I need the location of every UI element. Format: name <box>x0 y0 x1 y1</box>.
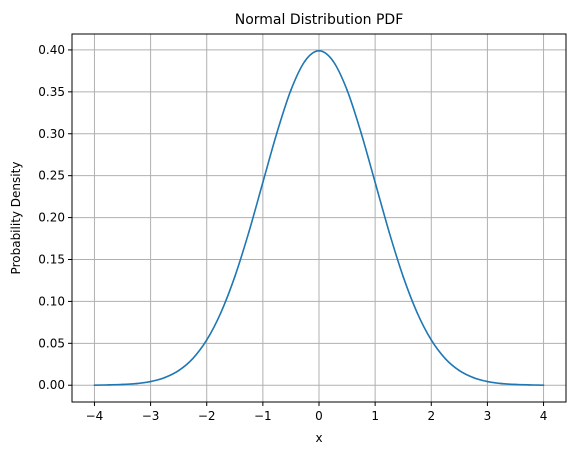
curve-point <box>444 357 447 360</box>
y-tick-label: 0.05 <box>38 336 65 350</box>
curve-point <box>374 181 376 184</box>
y-tick-label: 0.15 <box>38 252 65 266</box>
x-tick-label: −2 <box>198 409 216 423</box>
y-tick-label: 0.40 <box>38 43 65 57</box>
curve-point <box>191 357 194 360</box>
y-tick-label: 0.10 <box>38 294 65 308</box>
x-tick-label: −4 <box>86 409 104 423</box>
y-ticks: 0.00 0.05 0.10 0.15 0.20 0.25 0.30 0.35 0.40 <box>38 43 72 392</box>
curve-point <box>500 382 503 385</box>
x-tick-label: 2 <box>427 409 435 423</box>
curve-point <box>472 376 475 379</box>
y-tick-label: 0.00 <box>38 378 65 392</box>
curve-point <box>360 132 362 134</box>
curve-point <box>262 181 264 184</box>
x-ticks: −4 −3 −2 −1 0 1 2 3 4 <box>86 402 548 423</box>
curve-point <box>107 384 110 386</box>
x-tick-label: −3 <box>142 409 160 423</box>
y-axis-label: Probability Density <box>9 162 23 275</box>
curve-point <box>486 380 489 383</box>
curve-point <box>163 376 166 379</box>
x-tick-label: 0 <box>315 409 323 423</box>
curve-point <box>542 384 545 386</box>
curve-point <box>149 380 152 383</box>
chart-title: Normal Distribution PDF <box>235 12 404 28</box>
curve-point <box>177 369 180 372</box>
curve-point <box>121 383 124 386</box>
plot-series <box>93 50 545 386</box>
x-tick-label: 1 <box>371 409 379 423</box>
curve-point <box>135 382 138 385</box>
curve-point <box>93 384 96 386</box>
x-tick-label: 4 <box>540 409 548 423</box>
y-tick-label: 0.20 <box>38 211 65 225</box>
x-tick-label: −1 <box>254 409 272 423</box>
curve-point <box>304 60 306 62</box>
curve-point <box>219 312 222 314</box>
curve-point <box>514 383 517 386</box>
curve-point <box>290 89 292 91</box>
curve-point <box>458 369 461 372</box>
curve-point <box>388 231 390 233</box>
curve-point <box>205 339 208 341</box>
x-axis-label: x <box>315 431 322 445</box>
y-tick-label: 0.25 <box>38 169 65 183</box>
curve-point <box>402 275 405 278</box>
curve-point <box>430 339 433 341</box>
curve-point <box>416 312 419 314</box>
curve-point <box>346 89 348 91</box>
curve-point <box>332 60 334 62</box>
x-tick-label: 3 <box>484 409 492 423</box>
curve-point <box>528 384 531 386</box>
curve-point <box>318 50 320 52</box>
curve-point <box>276 132 278 134</box>
curve-point <box>248 231 250 233</box>
y-grid <box>72 49 566 386</box>
y-tick-label: 0.30 <box>38 127 65 141</box>
y-tick-label: 0.35 <box>38 85 65 99</box>
curve-point <box>233 275 236 278</box>
